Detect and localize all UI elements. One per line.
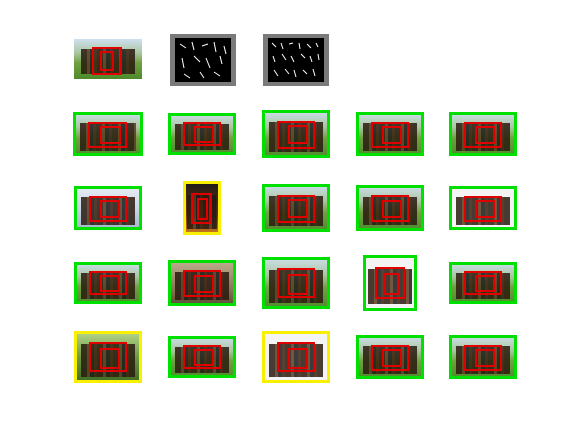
result-tile — [262, 257, 330, 309]
detection-box — [475, 200, 495, 218]
detection-box — [382, 349, 402, 367]
detection-box — [475, 275, 495, 292]
detection-box — [371, 195, 409, 222]
ground-truth-frame — [262, 331, 330, 383]
result-tile — [449, 335, 517, 379]
ground-truth-frame — [168, 113, 236, 155]
detection-box — [197, 198, 208, 220]
detection-box — [371, 122, 409, 148]
detection-box — [100, 51, 114, 71]
ground-truth-frame — [74, 262, 142, 304]
result-tile — [73, 112, 143, 156]
part-filters-hog-panel — [263, 34, 329, 86]
ground-truth-frame — [449, 335, 517, 379]
result-tile — [363, 255, 417, 311]
detection-box — [277, 121, 315, 149]
ground-truth-frame — [449, 262, 517, 304]
detection-box — [371, 345, 409, 371]
detection-box — [375, 267, 405, 299]
ground-truth-frame — [356, 335, 424, 379]
ground-truth-frame — [356, 112, 424, 156]
result-tile — [262, 331, 330, 383]
detection-box — [384, 273, 400, 295]
detection-box — [464, 196, 502, 222]
detection-box — [89, 271, 127, 295]
ground-truth-frame — [168, 260, 236, 306]
detection-box — [100, 275, 120, 292]
ground-truth-frame — [74, 186, 142, 230]
result-tile — [449, 186, 517, 230]
result-tile — [183, 181, 221, 235]
result-tile — [262, 110, 330, 158]
detection-box — [464, 122, 502, 148]
result-tile — [262, 184, 330, 232]
root-filter-hog-panel — [170, 34, 236, 86]
detection-box — [382, 200, 402, 218]
detection-box — [277, 268, 315, 298]
detection-box — [475, 126, 495, 144]
detection-box — [464, 345, 502, 371]
ground-truth-frame — [168, 336, 236, 378]
detection-box — [183, 345, 221, 369]
ground-truth-frame — [363, 255, 417, 311]
ground-truth-frame — [449, 112, 517, 156]
detection-box — [277, 195, 315, 223]
detection-box — [194, 275, 214, 293]
model-root-thumbnail — [74, 39, 142, 79]
detection-box — [277, 342, 315, 372]
detection-box — [288, 274, 308, 295]
detection-box — [191, 193, 212, 224]
result-tile — [74, 331, 142, 383]
detection-box — [183, 270, 221, 297]
detection-box — [382, 126, 402, 144]
ground-truth-frame — [73, 112, 143, 156]
detection-box — [92, 47, 122, 75]
detection-box — [89, 196, 127, 222]
ground-truth-frame — [262, 110, 330, 158]
ground-truth-frame — [356, 185, 424, 231]
result-tile — [356, 112, 424, 156]
result-tile — [168, 113, 236, 155]
detection-box — [100, 348, 120, 369]
result-tile — [356, 335, 424, 379]
result-tile — [449, 262, 517, 304]
result-tile — [168, 336, 236, 378]
detection-box — [194, 126, 214, 143]
hog-gradient-glyphs — [268, 38, 324, 82]
ground-truth-frame — [74, 331, 142, 383]
detection-box — [288, 199, 308, 218]
result-tile — [74, 186, 142, 230]
detection-box — [88, 122, 127, 148]
ground-truth-frame — [262, 257, 330, 309]
ground-truth-frame — [183, 181, 221, 235]
detection-box — [288, 348, 308, 369]
ground-truth-frame — [262, 184, 330, 232]
detection-box — [89, 342, 127, 372]
detection-box — [288, 125, 308, 144]
detection-box — [183, 122, 221, 146]
result-tile — [74, 262, 142, 304]
detection-box — [100, 200, 120, 218]
detection-box — [100, 126, 121, 144]
result-tile — [356, 185, 424, 231]
hog-gradient-glyphs — [175, 38, 231, 82]
result-tile — [449, 112, 517, 156]
ground-truth-frame — [449, 186, 517, 230]
result-tile — [168, 260, 236, 306]
detection-box — [194, 349, 214, 366]
detection-box — [464, 271, 502, 295]
detection-box — [475, 349, 495, 367]
